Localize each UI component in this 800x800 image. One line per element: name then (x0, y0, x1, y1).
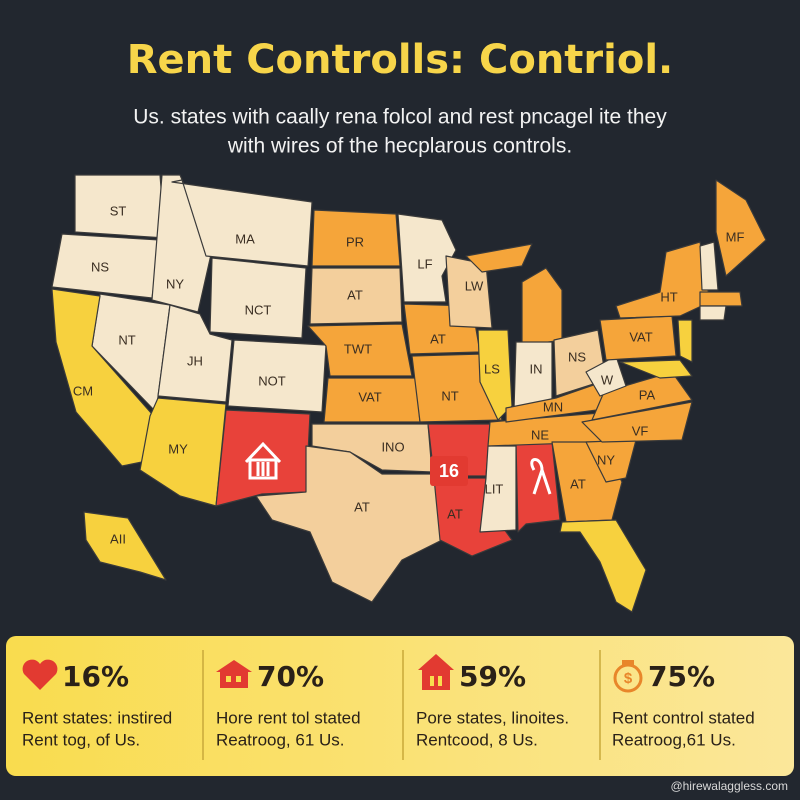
state-label: MA (235, 231, 255, 246)
state (521, 267, 563, 347)
state (171, 179, 313, 267)
state-label: NY (597, 452, 615, 467)
heart-icon (22, 659, 58, 690)
stat-desc: Reatroog,61 Us. (612, 730, 736, 749)
state-label: INO (381, 439, 404, 454)
credit: @hirewalaggless.com (670, 779, 788, 793)
stat-desc: Reatroog, 61 Us. (216, 730, 345, 749)
state-label: W (601, 372, 614, 387)
state (309, 267, 403, 325)
state-label: LF (417, 256, 432, 271)
stats-panel: $ 16% 70% 59% 75% Rent states: instired … (6, 636, 794, 776)
stat-desc: Rent states: instired (22, 708, 172, 727)
stat-value: 75% (648, 660, 715, 693)
state-label: NS (568, 349, 586, 364)
panel (6, 636, 794, 776)
state-label: MF (726, 229, 745, 244)
state-label: NE (531, 427, 549, 442)
state (619, 359, 693, 379)
stat-value: 16% (62, 660, 129, 693)
state-label: TWT (344, 341, 372, 356)
stat-desc: Pore states, linoites. (416, 708, 569, 727)
state (307, 323, 413, 377)
state-label: MN (543, 399, 563, 414)
state (209, 257, 307, 339)
state (215, 409, 311, 507)
subtitle: Us. states with caally rena folcol and r… (133, 106, 667, 129)
state-label: AT (347, 287, 363, 302)
state (83, 511, 167, 581)
state-label: NS (91, 259, 109, 274)
state-label: HT (660, 289, 677, 304)
state (585, 355, 627, 397)
state (559, 519, 647, 613)
ribbon-icon (530, 458, 552, 495)
state-label: JH (187, 353, 203, 368)
stat-desc: Rent control stated (612, 708, 755, 727)
state (581, 401, 693, 443)
state-label: NT (441, 388, 458, 403)
state (699, 305, 727, 321)
state (151, 174, 213, 313)
state (699, 291, 743, 307)
stat-value: 70% (257, 660, 324, 693)
svg-text:$: $ (624, 670, 633, 687)
stat-desc: Rentcood, 8 Us. (416, 730, 538, 749)
state-label: CM (73, 383, 93, 398)
state (479, 445, 517, 533)
state-label: AT (430, 331, 446, 346)
state (477, 329, 513, 421)
state-label: 16 (439, 461, 459, 481)
state-label: LW (465, 278, 484, 293)
state (591, 371, 693, 421)
state-label: LIT (485, 481, 504, 496)
state (311, 209, 401, 267)
stat-desc: Hore rent tol stated (216, 708, 361, 727)
state-label: LS (484, 361, 500, 376)
state-label: VF (632, 423, 649, 438)
state-label: NCT (245, 302, 272, 317)
state (157, 304, 233, 403)
house-icon (216, 660, 252, 688)
state-label: PA (639, 387, 656, 402)
title: Rent Controlls: Contriol. (127, 37, 674, 83)
state (465, 243, 533, 273)
state-label: ST (110, 203, 127, 218)
stat-value: 59% (459, 660, 526, 693)
house-icon (418, 654, 454, 690)
state (515, 441, 561, 533)
state-label: PR (346, 234, 364, 249)
state-label: VAT (629, 329, 652, 344)
state-label: AII (110, 531, 126, 546)
state-label: AT (447, 506, 463, 521)
state (255, 445, 443, 603)
state-label: AT (354, 499, 370, 514)
state-label: MY (168, 441, 188, 456)
state (715, 179, 767, 277)
state (699, 241, 719, 291)
stat-desc: Rent tog, of Us. (22, 730, 140, 749)
state (677, 319, 693, 363)
state (227, 339, 327, 413)
state (615, 241, 711, 319)
us-map: ST NS NY MA NCT NT CM JH NOT MY PR AT TW… (51, 174, 767, 613)
state-label: NOT (258, 373, 286, 388)
state-label: NY (166, 276, 184, 291)
subtitle: with wires of the hecplarous controls. (227, 135, 572, 158)
state-label: AT (570, 476, 586, 491)
state-label: VAT (358, 389, 381, 404)
house-icon (244, 441, 282, 480)
badge (430, 456, 468, 486)
state (139, 397, 227, 507)
money-icon: $ (613, 660, 643, 693)
state-labels: ST NS NY MA NCT NT CM JH NOT MY PR AT TW… (73, 203, 745, 546)
state (397, 213, 457, 303)
state-label: NT (118, 332, 135, 347)
state-label: IN (530, 361, 543, 376)
